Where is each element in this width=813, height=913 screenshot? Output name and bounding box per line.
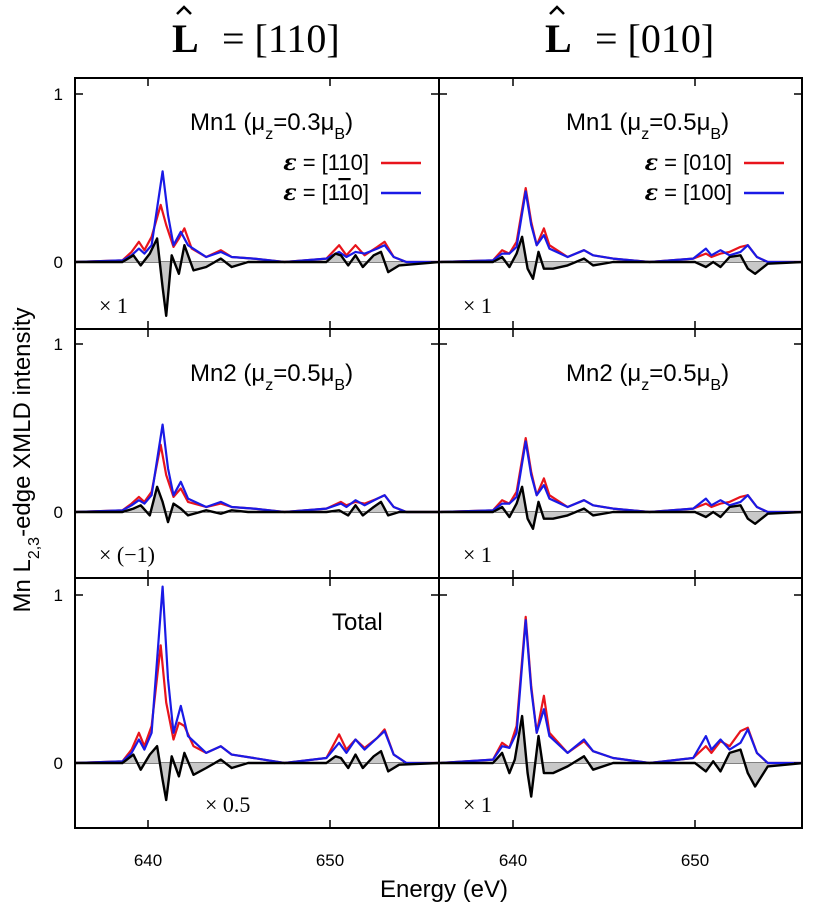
column-title-direction: = [010] <box>595 16 714 61</box>
scale-factor-label: × 1 <box>463 792 492 817</box>
series-red-line <box>75 443 439 514</box>
y-axis-title: Mn L2,3-edge XMLD intensity <box>9 307 43 612</box>
legend-entry-1: ε = [100] <box>645 180 784 206</box>
y-tick-label: 0 <box>54 253 63 272</box>
series-blue-line <box>75 170 439 264</box>
y-tick-label: 0 <box>54 503 63 522</box>
y-axis-label: Mn L2,3-edge XMLD intensity <box>9 307 43 612</box>
panel-2-0: 0 1 640 650 Total × 0.5 <box>54 577 440 870</box>
panel-grid: 0 1 Mn1 (μz=0.3μB) × 1 ε = [110] ε = [110] Mn1… <box>54 77 803 870</box>
column-title-direction: = [110] <box>222 16 340 61</box>
x-tick-label: 650 <box>316 851 344 870</box>
panel-frame <box>438 577 803 829</box>
scale-factor-label: × (−1) <box>99 542 155 567</box>
series-difference-line <box>75 237 439 317</box>
y-tick-label: 1 <box>54 85 63 104</box>
panel-0-0: 0 1 Mn1 (μz=0.3μB) × 1 ε = [110] ε = [110] <box>54 77 440 330</box>
series-difference-line <box>440 714 802 798</box>
series-blue-line <box>440 190 802 264</box>
panel-plot-area <box>439 437 802 530</box>
series-difference-line <box>440 485 802 530</box>
series-difference-line <box>75 485 439 524</box>
hat-accent-icon <box>176 5 192 15</box>
difference-fill <box>440 716 802 797</box>
column-title-0: L = [110] <box>172 5 340 61</box>
series-blue-line <box>75 585 439 765</box>
series-blue-line <box>75 423 439 514</box>
column-title-1: L = [010] <box>545 5 714 61</box>
series-blue-line <box>440 619 802 765</box>
panel-label: Mn2 (μz=0.5μB) <box>190 360 353 394</box>
legend-entry-1: ε = [110] <box>283 180 421 206</box>
panel-label: Total <box>332 609 383 636</box>
x-tick-label: 650 <box>681 851 709 870</box>
panel-label: Mn1 (μz=0.5μB) <box>566 109 729 143</box>
y-tick-label: 1 <box>54 586 63 605</box>
series-difference-line <box>440 235 802 280</box>
legend-label: ε = [010] <box>645 150 732 176</box>
hat-accent-icon <box>549 5 565 15</box>
legend-entry-0: ε = [110] <box>283 150 421 176</box>
difference-fill <box>75 746 439 800</box>
scale-factor-label: × 0.5 <box>205 792 250 817</box>
column-title-vector: L <box>172 16 199 61</box>
difference-fill <box>440 236 802 279</box>
series-red-line <box>440 187 802 264</box>
x-axis-title: Energy (eV) <box>380 876 508 903</box>
series-difference-line <box>75 745 439 802</box>
column-titles: L = [110] L = [010] <box>172 5 714 61</box>
panel-1-0: 0 1 Mn2 (μz=0.5μB) × (−1) <box>54 328 440 579</box>
panel-plot-area <box>75 170 439 317</box>
panel-2-1: 640 650 × 1 <box>438 577 803 870</box>
x-axis-label: Energy (eV) <box>380 876 508 903</box>
panel-label: Mn1 (μz=0.3μB) <box>190 109 353 143</box>
x-tick-label: 640 <box>134 851 162 870</box>
legend-label: ε = [110] <box>283 180 369 206</box>
x-tick-label: 640 <box>499 851 527 870</box>
series-red-line <box>75 203 439 264</box>
column-title-vector: L <box>545 16 572 61</box>
panel-1-1: Mn2 (μz=0.5μB) × 1 <box>438 328 803 579</box>
series-red-line <box>440 615 802 765</box>
panel-0-1: Mn1 (μz=0.5μB) × 1 ε = [010] ε = [100] <box>438 77 803 330</box>
panel-plot-area <box>75 585 439 802</box>
panel-plot-area <box>439 187 802 280</box>
series-red-line <box>75 644 439 765</box>
legend-entry-0: ε = [010] <box>645 150 784 176</box>
difference-fill <box>75 238 439 316</box>
panel-frame <box>74 577 440 829</box>
panel-plot-area <box>439 615 802 798</box>
y-tick-label: 0 <box>54 754 63 773</box>
difference-fill <box>440 486 802 529</box>
legend-label: ε = [100] <box>645 180 732 206</box>
y-tick-label: 1 <box>54 335 63 354</box>
scale-factor-label: × 1 <box>463 293 492 318</box>
scale-factor-label: × 1 <box>99 293 128 318</box>
legend-label: ε = [110] <box>283 150 369 176</box>
scale-factor-label: × 1 <box>463 542 492 567</box>
series-red-line <box>440 437 802 514</box>
series-blue-line <box>440 440 802 514</box>
panel-plot-area <box>75 423 439 524</box>
panel-label: Mn2 (μz=0.5μB) <box>566 360 729 394</box>
